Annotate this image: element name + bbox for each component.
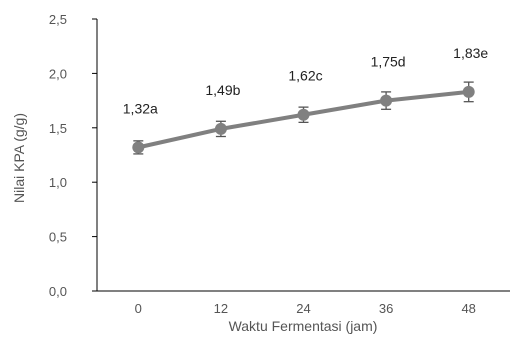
x-tick-label: 0 [135,301,142,316]
x-axis-label: Waktu Fermentasi (jam) [229,318,378,334]
data-point [297,108,310,121]
data-label: 1,32a [123,100,158,116]
y-tick-label: 2,0 [49,66,67,81]
x-tick-label: 36 [379,301,393,316]
y-tick-label: 0,0 [49,284,67,299]
y-tick-label: 1,5 [49,121,67,136]
y-tick-label: 1,0 [49,175,67,190]
x-axis-ticks: 0 12 24 36 48 [135,301,476,316]
y-axis-label: Nilai KPA (g/g) [11,113,27,203]
data-point [462,85,475,98]
y-tick-label: 2,5 [49,12,67,27]
x-tick-label: 12 [214,301,228,316]
data-label: 1,49b [205,82,240,98]
data-point [132,141,145,154]
data-label: 1,62c [288,68,322,84]
data-point [380,94,393,107]
data-points [132,85,475,154]
data-point [214,122,227,135]
x-tick-label: 24 [296,301,310,316]
data-label: 1,75d [371,54,406,70]
data-labels: 1,32a 1,49b 1,62c 1,75d 1,83e [123,45,489,116]
x-tick-label: 48 [461,301,475,316]
y-tick-label: 0,5 [49,230,67,245]
y-axis-ticks: 0,0 0,5 1,0 1,5 2,0 2,5 [49,12,97,299]
data-label: 1,83e [453,45,488,61]
